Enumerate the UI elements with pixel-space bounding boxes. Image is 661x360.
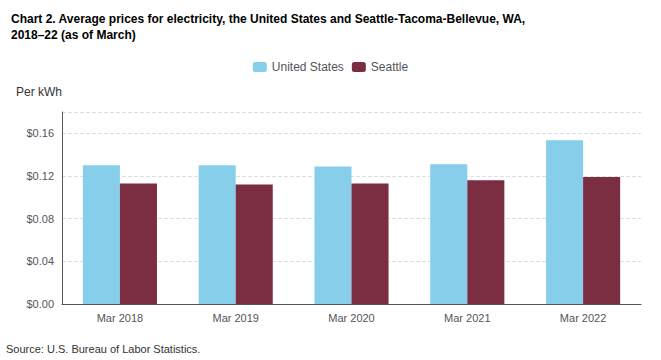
svg-text:Seattle: Seattle — [371, 60, 409, 74]
svg-text:$0.16: $0.16 — [26, 127, 54, 139]
svg-text:Mar 2018: Mar 2018 — [97, 312, 143, 324]
svg-text:$0.08: $0.08 — [26, 213, 54, 225]
svg-text:United States: United States — [272, 60, 344, 74]
svg-text:$0.00: $0.00 — [26, 298, 54, 310]
svg-text:2018–22 (as of March): 2018–22 (as of March) — [11, 28, 136, 42]
svg-text:Chart 2. Average prices for el: Chart 2. Average prices for electricity,… — [11, 12, 525, 26]
svg-text:Per kWh: Per kWh — [16, 85, 62, 99]
svg-text:Mar 2019: Mar 2019 — [212, 312, 258, 324]
svg-text:Mar 2020: Mar 2020 — [328, 312, 374, 324]
svg-text:Mar 2022: Mar 2022 — [560, 312, 606, 324]
svg-text:Source: U.S. Bureau of Labor S: Source: U.S. Bureau of Labor Statistics. — [6, 343, 200, 355]
svg-text:$0.12: $0.12 — [26, 170, 54, 182]
svg-text:$0.04: $0.04 — [26, 255, 54, 267]
svg-text:Mar 2021: Mar 2021 — [444, 312, 490, 324]
